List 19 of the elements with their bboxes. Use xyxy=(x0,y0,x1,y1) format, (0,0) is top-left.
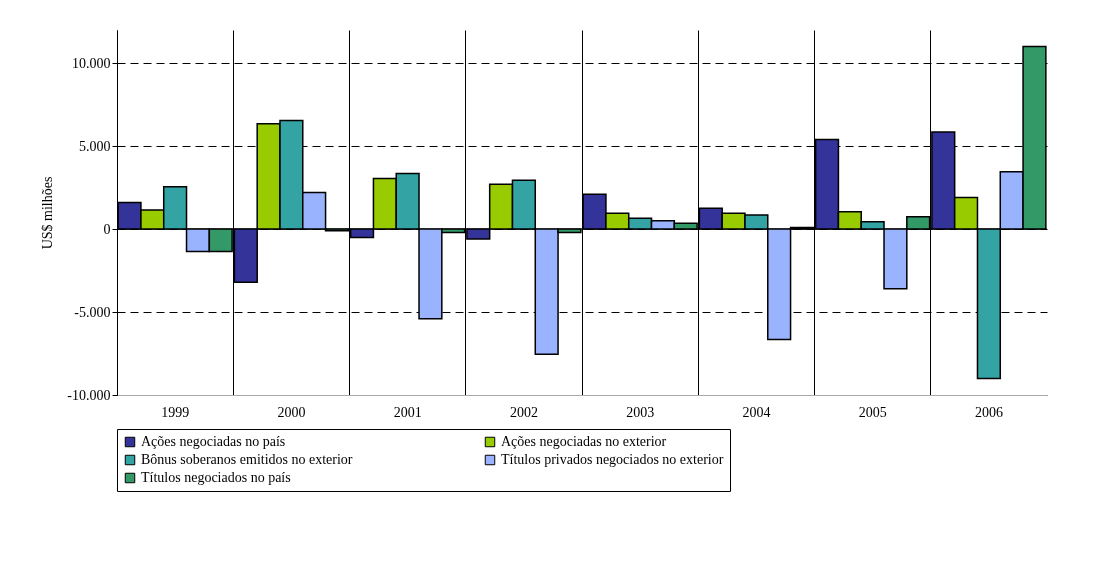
y-tick-label: 10.000 xyxy=(72,55,111,71)
x-tick-label: 2001 xyxy=(393,404,422,420)
y-tick-label: -10.000 xyxy=(67,387,111,403)
x-tick-label: 2004 xyxy=(742,404,771,420)
x-tick-label: 2002 xyxy=(509,404,538,420)
legend-label: Bônus soberanos emitidos no exterior xyxy=(141,452,353,467)
y-tick-label: -5.000 xyxy=(74,304,111,320)
legend-label: Ações negociadas no país xyxy=(141,434,286,449)
y-axis-title: US$ milhões xyxy=(40,176,56,250)
legend-label: Títulos privados negociados no exterior xyxy=(501,452,724,467)
x-tick-label: 2005 xyxy=(858,404,887,420)
legend-label: Ações negociadas no exterior xyxy=(501,434,667,449)
x-tick-label: 1999 xyxy=(161,404,190,420)
x-tick-label: 2006 xyxy=(974,404,1003,420)
legend-label: Títulos negociados no país xyxy=(141,470,291,485)
y-tick-label: 0 xyxy=(103,221,111,237)
y-tick-label: 5.000 xyxy=(79,138,111,154)
x-tick-label: 2003 xyxy=(626,404,655,420)
x-tick-label: 2000 xyxy=(277,404,306,420)
